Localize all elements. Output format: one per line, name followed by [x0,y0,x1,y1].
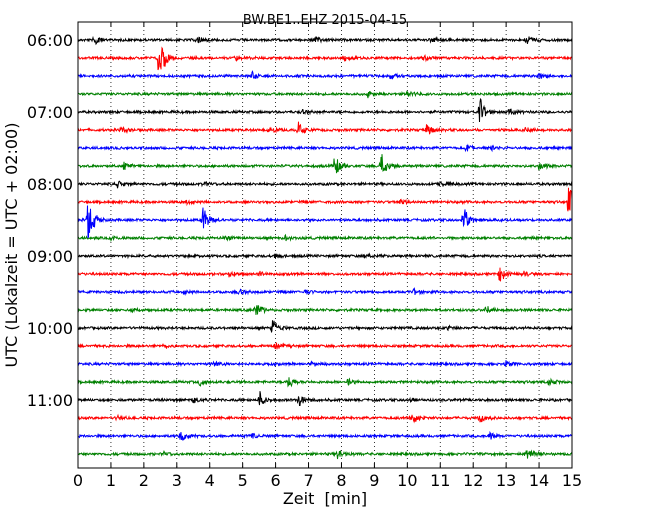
x-tick-label-13: 13 [496,471,516,490]
trace-0730 [77,143,573,153]
x-tick-label-11: 11 [430,471,450,490]
trace-1100 [77,391,573,406]
chart-title: BW.BE1..EHZ 2015-04-15 [243,13,407,28]
x-tick-label-5: 5 [238,471,248,490]
x-tick-label-2: 2 [139,471,149,490]
x-axis-label: Zeit [min] [283,489,367,508]
trace-0600 [77,35,573,46]
y-axis-label: UTC (Lokalzeit = UTC + 02:00) [2,123,21,368]
trace-0815 [77,187,573,212]
x-tick-label-0: 0 [73,471,83,490]
x-tick-label-9: 9 [369,471,379,490]
x-tick-label-14: 14 [529,471,549,490]
trace-0900 [77,252,573,260]
trace-0700 [77,97,573,123]
trace-1000 [77,320,573,333]
trace-0945 [77,305,573,315]
x-tick-label-1: 1 [106,471,116,490]
trace-0615 [77,46,573,71]
seismic-traces [77,35,573,460]
x-tick-label-12: 12 [463,471,483,490]
trace-1115 [77,413,573,424]
y-tick-label-4: 10:00 [27,319,73,338]
x-tick-label-15: 15 [562,471,582,490]
trace-1130 [77,430,573,441]
y-tick-label-3: 09:00 [27,247,73,266]
trace-1045 [77,377,573,388]
trace-0915 [77,267,573,282]
trace-0930 [77,286,573,296]
trace-0845 [77,233,573,243]
x-tick-label-8: 8 [336,471,346,490]
x-tick-label-7: 7 [303,471,313,490]
x-tick-label-3: 3 [172,471,182,490]
trace-1015 [77,342,573,350]
y-tick-label-1: 07:00 [27,103,73,122]
y-tick-label-2: 08:00 [27,175,73,194]
y-tick-label-0: 06:00 [27,31,73,50]
trace-1030 [77,360,573,368]
trace-1145 [77,449,573,460]
trace-0715 [77,121,573,135]
trace-0630 [77,70,573,80]
trace-0830 [78,205,573,239]
trace-0745 [77,154,573,174]
plot-frame [77,21,573,469]
y-axis-ticks: 06:00 07:00 08:00 09:00 10:00 11:00 [27,31,572,410]
trace-0800 [77,180,573,189]
y-tick-label-5: 11:00 [27,391,73,410]
x-tick-label-4: 4 [205,471,215,490]
trace-0645 [77,90,573,99]
x-tick-label-10: 10 [397,471,417,490]
x-axis-ticks: 0 1 2 3 4 5 6 7 8 9 10 11 12 13 14 15 [73,22,582,490]
x-tick-label-6: 6 [271,471,281,490]
